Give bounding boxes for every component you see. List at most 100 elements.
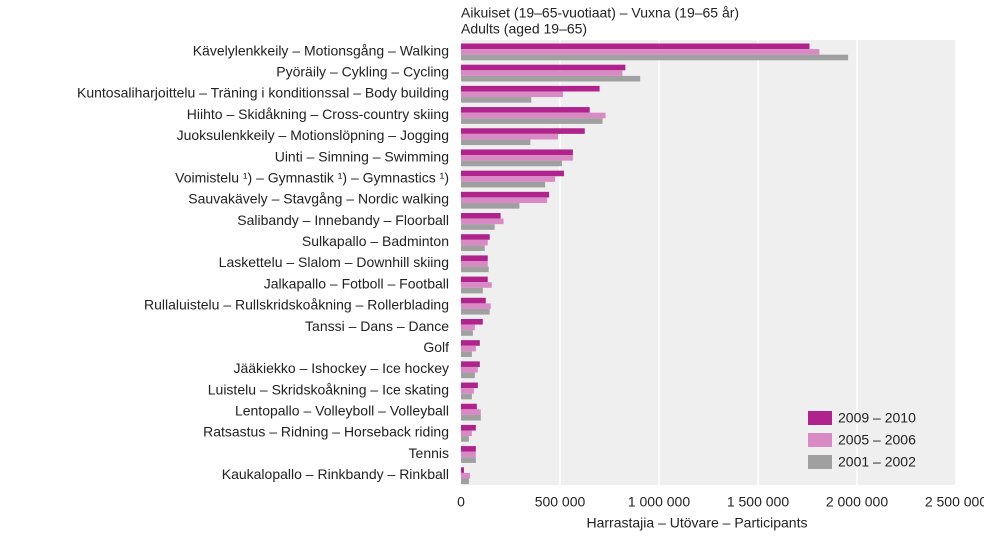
bar (461, 472, 470, 479)
bar (461, 345, 476, 352)
y-tick-label: Lentopallo – Volleyboll – Volleyball (235, 403, 449, 419)
bar (461, 457, 476, 463)
legend-swatch (808, 433, 832, 447)
y-tick-label: Golf (423, 339, 449, 355)
bar (461, 261, 488, 267)
bar (461, 70, 623, 76)
bar (461, 218, 504, 225)
x-tick-label: 1 500 000 (727, 494, 789, 510)
legend-label: 2005 – 2006 (838, 432, 916, 448)
legend-swatch (808, 455, 832, 469)
bar (461, 297, 486, 304)
bar (461, 303, 491, 309)
bar (461, 276, 488, 283)
legend-swatch (808, 411, 832, 425)
y-tick-label: Salibandy – Innebandy – Floorball (237, 212, 449, 228)
y-tick-label: Uinti – Simning – Swimming (275, 148, 449, 164)
bar (461, 436, 469, 442)
bar (461, 107, 590, 113)
bar (461, 308, 490, 315)
bar (461, 176, 556, 182)
bar (461, 64, 626, 71)
bar (461, 330, 473, 336)
y-tick-label: Kuntosaliharjoittelu – Träning i konditi… (77, 85, 449, 101)
bar (461, 366, 478, 373)
bar (461, 203, 520, 209)
y-tick-label: Ratsastus – Ridning – Horseback riding (203, 424, 449, 440)
y-tick-label: Kävelylenkkeily – Motionsgång – Walking (193, 42, 449, 58)
bar (461, 245, 485, 252)
bar (461, 403, 477, 410)
bar (461, 446, 476, 452)
bar (461, 75, 641, 82)
x-tick-label: 1 000 000 (628, 494, 690, 510)
bar (461, 139, 531, 146)
y-tick-label: Tanssi – Dans – Dance (305, 318, 449, 334)
bar (461, 118, 603, 124)
bar (461, 318, 483, 325)
y-tick-label: Kaukalopallo – Rinkbandy – Rinkball (222, 466, 449, 482)
bar (461, 409, 481, 415)
y-tick-label: Juoksulenkkeily – Motionslöpning – Joggi… (177, 127, 449, 143)
bar (461, 170, 564, 177)
y-tick-label: Luistelu – Skridskoåkning – Ice skating (208, 381, 449, 397)
bar (461, 160, 562, 167)
y-tick-label: Laskettelu – Slalom – Downhill skiing (219, 254, 449, 270)
bar (461, 393, 472, 400)
bar (461, 234, 490, 240)
bar (461, 213, 501, 219)
y-tick-label: Sulkapallo – Badminton (302, 233, 449, 249)
y-tick-label: Jalkapallo – Fotboll – Football (264, 275, 449, 291)
bar (461, 43, 810, 50)
bar (461, 478, 469, 485)
y-tick-label: Voimistelu ¹) – Gymnastik ¹) – Gymnastic… (175, 169, 449, 185)
chart-title: Aikuiset (19–65-vuotiaat) – Vuxna (19–65… (461, 5, 739, 21)
bar (461, 282, 492, 288)
legend-label: 2001 – 2002 (838, 454, 916, 470)
bar (461, 54, 849, 61)
y-tick-label: Hiihto – Skidåkning – Cross-country skii… (187, 106, 449, 122)
bar (461, 91, 563, 98)
bar (461, 149, 573, 156)
bar (461, 239, 488, 246)
bar (461, 191, 550, 198)
x-axis-label: Harrastajia – Utövare – Participants (587, 515, 808, 531)
y-tick-label: Rullaluistelu – Rullskridskoåkning – Rol… (144, 297, 449, 313)
bar (461, 112, 606, 119)
bar (461, 388, 474, 394)
x-tick-label: 2 000 000 (826, 494, 888, 510)
bar (461, 287, 483, 294)
x-tick-label: 0 (457, 494, 465, 510)
bar (461, 224, 495, 230)
bar (461, 97, 532, 103)
chart-subtitle: Adults (aged 19–65) (461, 21, 587, 37)
bar (461, 49, 820, 55)
bar (461, 197, 548, 204)
bar (461, 255, 488, 262)
y-tick-label: Jääkiekko – Ishockey – Ice hockey (233, 360, 449, 376)
bar (461, 266, 489, 273)
y-tick-label: Pyöräily – Cykling – Cycling (276, 63, 449, 79)
bar (461, 451, 476, 458)
bar (461, 340, 480, 346)
bar (461, 324, 475, 331)
bar (461, 382, 478, 389)
bar (461, 424, 476, 431)
bar (461, 181, 546, 188)
bar (461, 155, 573, 161)
bar (461, 361, 480, 367)
legend-label: 2009 – 2010 (838, 410, 916, 426)
bar (461, 133, 559, 140)
bar (461, 128, 585, 134)
bar (461, 372, 475, 379)
x-tick-label: 500 000 (535, 494, 586, 510)
y-tick-label: Tennis (409, 445, 449, 461)
x-tick-label: 2 500 000 (925, 494, 984, 510)
bar (461, 351, 472, 357)
bar (461, 85, 600, 92)
bar (461, 430, 472, 437)
bar (461, 467, 464, 473)
y-tick-label: Sauvakävely – Stavgång – Nordic walking (188, 191, 449, 207)
bar (461, 414, 481, 421)
